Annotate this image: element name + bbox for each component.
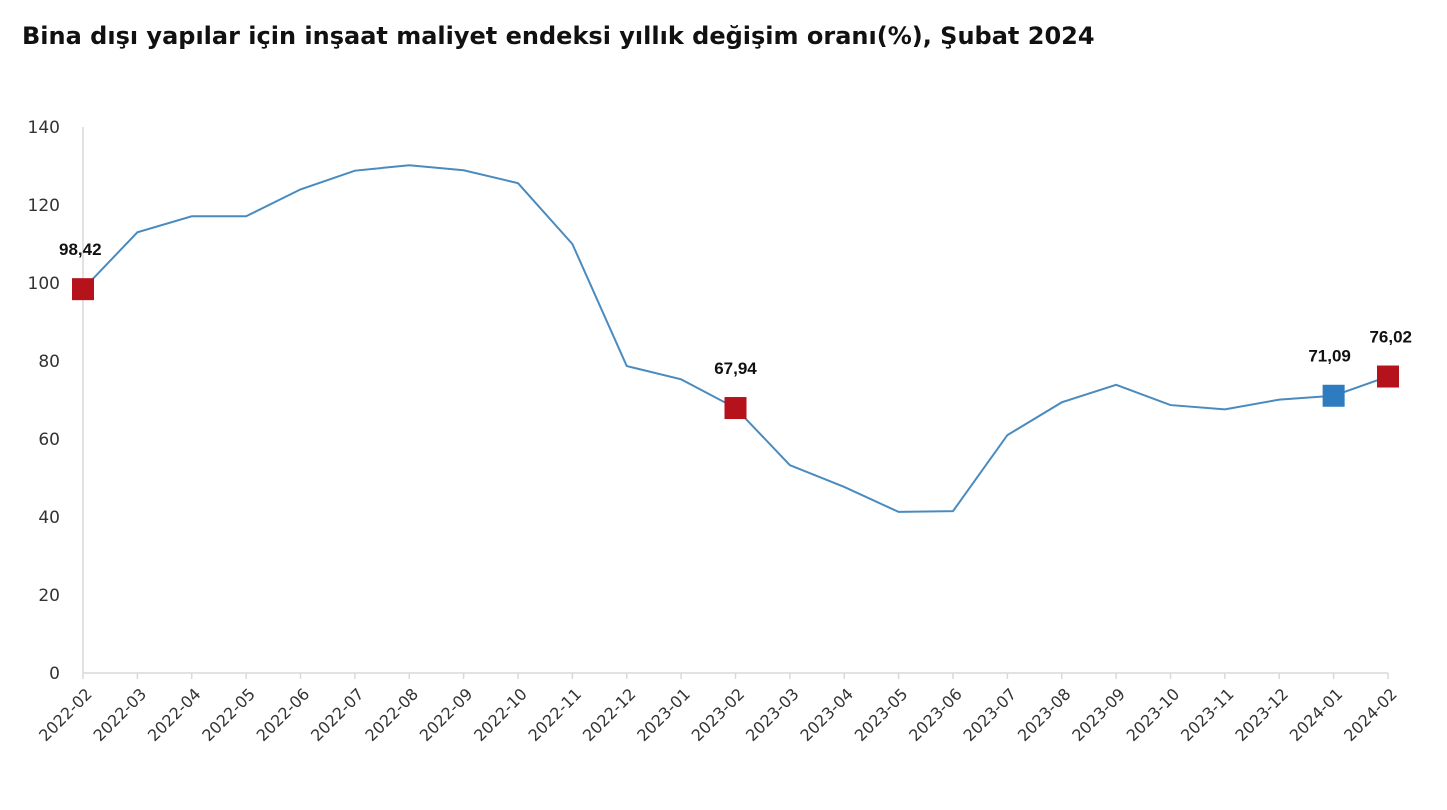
highlight-marker: [1322, 384, 1345, 407]
x-tick-label: 2023-09: [1068, 684, 1129, 745]
series-line: [82, 164, 1389, 513]
y-tick-label: 0: [49, 664, 60, 684]
y-tick-label: 20: [38, 586, 60, 606]
data-label: 98,42: [59, 240, 102, 259]
x-tick-label: 2022-04: [144, 684, 205, 745]
x-tick-label: 2024-02: [1340, 684, 1401, 745]
x-tick-label: 2022-07: [307, 684, 368, 745]
x-tick-label: 2023-01: [633, 684, 694, 745]
x-tick-label: 2023-07: [959, 684, 1020, 745]
x-tick-label: 2023-04: [796, 684, 857, 745]
data-label: 76,02: [1369, 328, 1412, 347]
x-axis-ticks: 2022-022022-032022-042022-052022-062022-…: [35, 673, 1401, 745]
x-tick-label: 2022-06: [253, 684, 314, 745]
x-tick-label: 2022-08: [361, 684, 422, 745]
y-tick-label: 120: [28, 196, 60, 216]
x-tick-label: 2023-05: [851, 684, 912, 745]
data-label: 71,09: [1308, 347, 1351, 366]
x-tick-label: 2023-12: [1231, 684, 1292, 745]
x-tick-label: 2023-03: [742, 684, 803, 745]
y-tick-label: 60: [38, 430, 60, 450]
y-tick-label: 100: [28, 274, 60, 294]
highlight-marker: [72, 278, 94, 301]
x-tick-label: 2022-03: [89, 684, 150, 745]
data-labels: 98,42 67,94 71,09 76,02: [59, 240, 1412, 378]
x-tick-label: 2023-02: [688, 684, 749, 745]
data-label: 67,94: [714, 359, 757, 378]
x-tick-label: 2022-09: [416, 684, 477, 745]
y-tick-label: 140: [28, 118, 60, 138]
highlight-marker: [724, 397, 747, 420]
x-tick-label: 2022-02: [35, 684, 96, 745]
x-tick-label: 2023-08: [1014, 684, 1075, 745]
x-tick-label: 2022-11: [524, 684, 585, 745]
y-tick-label: 40: [38, 508, 60, 528]
y-tick-label: 80: [38, 352, 60, 372]
x-tick-label: 2022-12: [579, 684, 640, 745]
x-tick-label: 2022-10: [470, 684, 531, 745]
chart-title: Bina dışı yapılar için inşaat maliyet en…: [22, 22, 1095, 50]
x-tick-label: 2022-05: [198, 684, 259, 745]
x-tick-label: 2024-01: [1286, 684, 1347, 745]
x-tick-label: 2023-06: [905, 684, 966, 745]
x-tick-label: 2023-11: [1177, 684, 1238, 745]
highlight-marker: [1377, 365, 1399, 388]
x-tick-label: 2023-10: [1123, 684, 1184, 745]
highlight-markers: [72, 278, 1399, 420]
y-axis-ticks: 0 20 40 60 80 100 120 140: [28, 118, 60, 684]
